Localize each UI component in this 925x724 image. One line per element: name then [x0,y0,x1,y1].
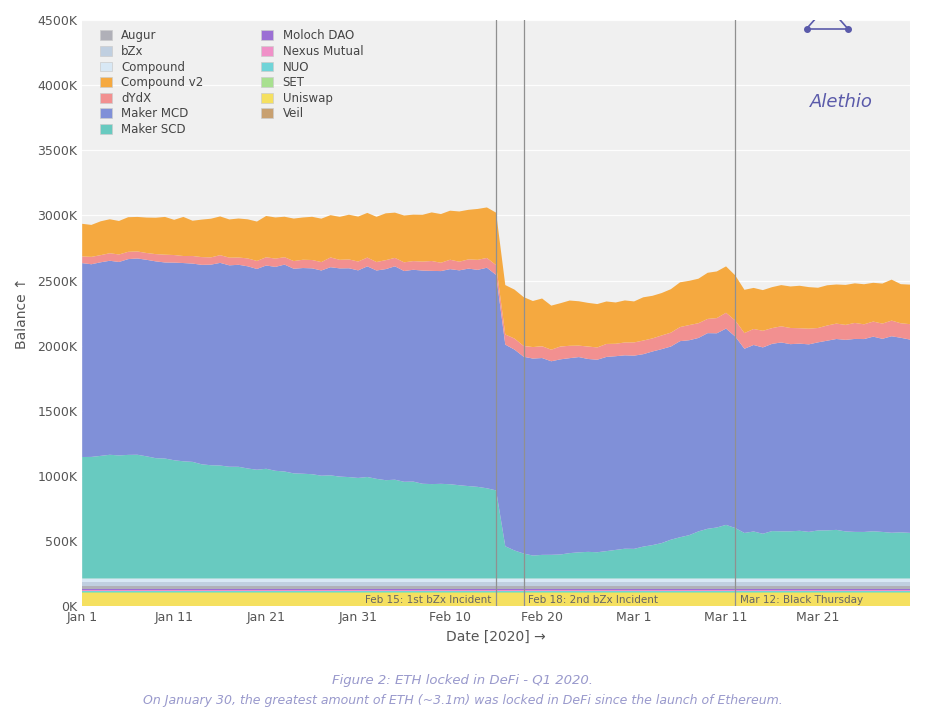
Text: Feb 15: 1st bZx Incident: Feb 15: 1st bZx Incident [365,595,491,605]
Legend: Moloch DAO, Nexus Mutual, NUO, SET, Uniswap, Veil: Moloch DAO, Nexus Mutual, NUO, SET, Unis… [258,26,366,124]
X-axis label: Date [2020] →: Date [2020] → [446,630,546,644]
Text: Feb 18: 2nd bZx Incident: Feb 18: 2nd bZx Incident [528,595,659,605]
Y-axis label: Balance ↑: Balance ↑ [15,277,29,349]
Text: Mar 12: Black Thursday: Mar 12: Black Thursday [740,595,863,605]
Text: Figure 2: ETH locked in DeFi - Q1 2020.: Figure 2: ETH locked in DeFi - Q1 2020. [332,674,593,687]
Text: On January 30, the greatest amount of ETH (~3.1m) was locked in DeFi since the l: On January 30, the greatest amount of ET… [142,694,783,707]
Text: Alethio: Alethio [810,93,873,111]
